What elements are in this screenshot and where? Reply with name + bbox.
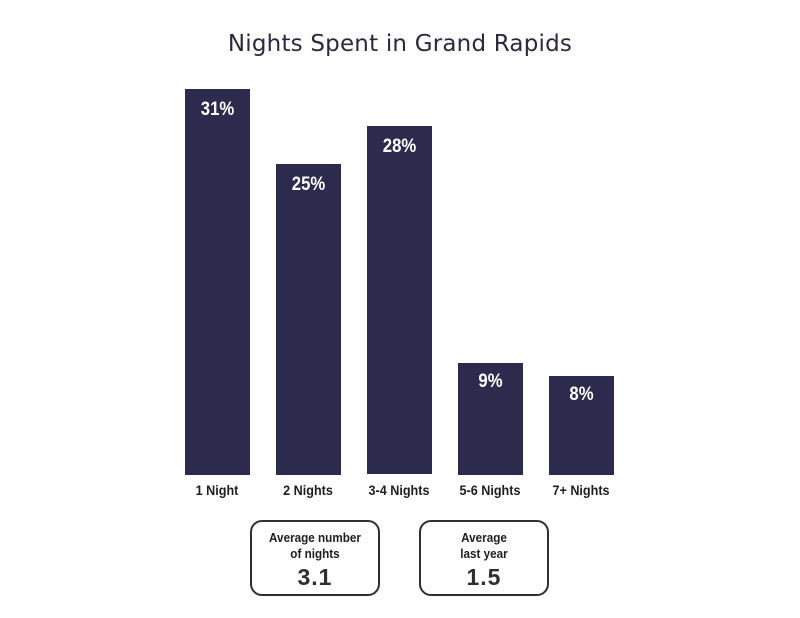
category-label: 1 Night [195,482,239,498]
bar-2-nights: 25% [276,164,341,475]
stat-label: Average last year [427,530,540,562]
bar-3-4-nights: 28% [367,126,432,474]
category-label: 5-6 Nights [459,482,521,498]
stat-value: 3.1 [297,564,333,590]
bar-value-label: 8% [569,384,594,405]
bar-value-label: 9% [478,371,503,392]
category-label: 2 Nights [283,482,333,498]
average-nights-box: Average number of nights 3.1 [250,520,380,596]
category-label: 7+ Nights [552,482,610,498]
stat-label-line2: last year [460,546,508,561]
stat-label-line1: Average [461,530,507,545]
bar-value-label: 28% [382,136,417,157]
bar-1-night: 31% [185,89,250,475]
bar-5-6-nights: 9% [458,363,523,475]
average-last-year-box: Average last year 1.5 [419,520,549,596]
bar-value-label: 25% [291,174,326,195]
stat-value: 1.5 [466,564,502,590]
category-label: 3-4 Nights [368,482,430,498]
stat-label-line2: of nights [290,546,340,561]
chart-title: Nights Spent in Grand Rapids [227,31,573,57]
bar-value-label: 31% [200,99,235,120]
stat-label: Average number of nights [258,530,371,562]
bar-7-plus-nights: 8% [549,376,614,475]
stat-label-line1: Average number [269,530,361,545]
